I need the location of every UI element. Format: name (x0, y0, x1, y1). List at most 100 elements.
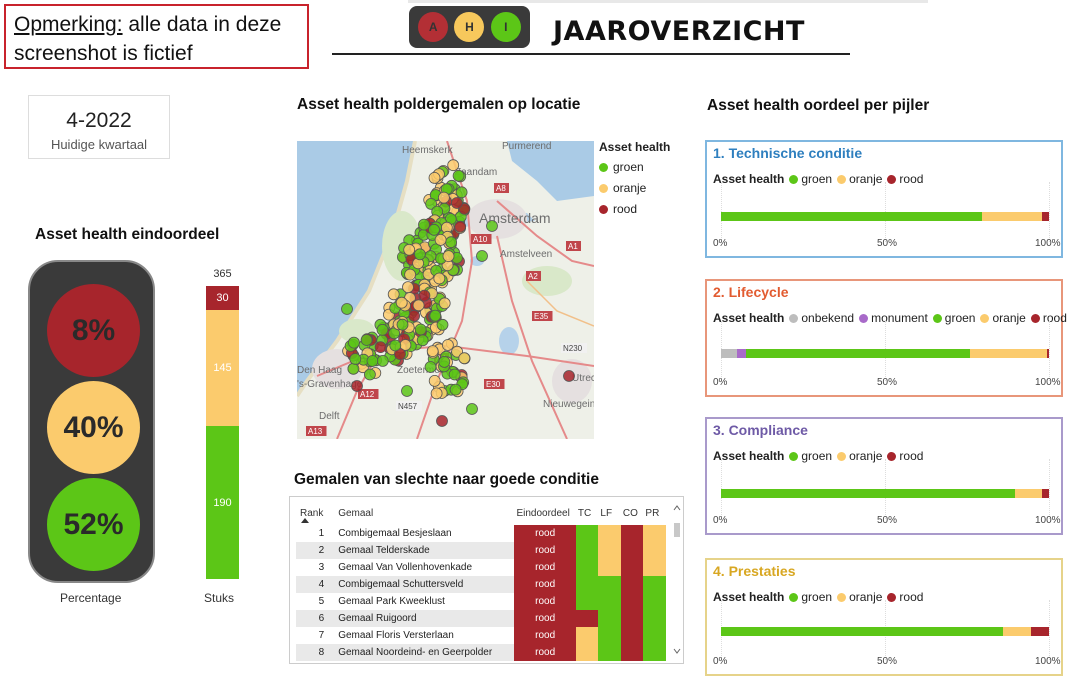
gemaal-map-point[interactable] (374, 341, 387, 354)
gemaal-map-point[interactable] (476, 250, 488, 262)
gemaal-map-point[interactable] (449, 383, 462, 396)
sort-asc-icon[interactable] (301, 518, 309, 524)
gemaal-map-point[interactable] (428, 223, 440, 236)
pillar-bar-segment[interactable] (737, 349, 746, 358)
pillar-bar-segment[interactable] (721, 627, 1004, 636)
gemaal-map-point[interactable] (430, 387, 443, 400)
gemaal-map-point[interactable] (349, 353, 362, 365)
gemaal-map-point[interactable] (364, 368, 376, 381)
gemaal-map-point[interactable] (401, 385, 413, 397)
gemaal-map-point[interactable] (412, 299, 425, 312)
pillar-bar[interactable] (721, 627, 1049, 636)
col-rank[interactable]: Rank (300, 507, 324, 519)
gemaal-map-point[interactable] (436, 415, 448, 427)
pillar-bar-segment[interactable] (1047, 349, 1049, 358)
gemaal-map-point[interactable] (395, 296, 408, 309)
gemaal-map-point[interactable] (452, 169, 465, 182)
pillar-legend-item[interactable]: groen (789, 590, 832, 604)
pillar-legend-item[interactable]: groen (789, 449, 832, 463)
table-row[interactable]: 3 Gemaal Van Vollenhovenkade rood (296, 559, 666, 576)
gemaal-map-point[interactable] (447, 159, 460, 172)
gemaal-map-point[interactable] (389, 339, 402, 352)
col-co[interactable]: CO (622, 507, 638, 519)
gemaal-map-point[interactable] (404, 268, 416, 281)
pillar-panel[interactable]: 2. Lifecycle Asset health onbekend monument… (705, 279, 1067, 397)
gemaal-map-point[interactable] (348, 336, 360, 349)
pillar-panel[interactable]: 3. Compliance Asset health groen oranje rood… (705, 417, 1063, 535)
map-legend-rood[interactable]: rood (599, 202, 670, 216)
eindoordeel-traffic-light[interactable]: 8% 40% 52% (28, 260, 155, 583)
table-row[interactable]: 7 Gemaal Floris Versterlaan rood (296, 627, 666, 644)
gemaal-map-point[interactable] (418, 218, 430, 231)
table-row[interactable]: 6 Gemaal Ruigoord rood (296, 610, 666, 627)
table-scrollbar[interactable] (673, 501, 681, 659)
pillar-legend-item[interactable]: monument (859, 311, 928, 325)
gemaal-map-point[interactable] (448, 368, 461, 381)
gemaal-map-point[interactable] (441, 339, 454, 351)
stuks-stacked-bar[interactable]: 30 145 190 (206, 286, 239, 579)
gemaal-map-point[interactable] (429, 309, 442, 322)
gemaal-map-point[interactable] (360, 334, 373, 346)
pillar-bar[interactable] (721, 349, 1049, 358)
gemaal-map-point[interactable] (408, 309, 420, 322)
gemaal-map-point[interactable] (445, 236, 458, 249)
col-eindoordeel[interactable]: Eindoordeel (516, 507, 570, 519)
table-row[interactable]: 2 Gemaal Telderskade rood (296, 542, 666, 559)
gemaal-map-point[interactable] (376, 354, 389, 367)
gemaal-map-point[interactable] (403, 243, 416, 256)
gemaal-map-point[interactable] (414, 248, 426, 261)
pillar-bar-segment[interactable] (1042, 489, 1049, 498)
pillar-bar-segment[interactable] (970, 349, 1048, 358)
pillar-legend-item[interactable]: oranje (837, 172, 882, 186)
gemaal-map-point[interactable] (418, 289, 431, 302)
gemalen-table[interactable]: Rank Gemaal Eindoordeel TC LF CO PR 1 Com… (289, 496, 684, 664)
gemaal-map-point[interactable] (563, 370, 575, 382)
gemaal-map-point[interactable] (450, 197, 463, 209)
pillar-bar-segment[interactable] (1042, 212, 1049, 221)
gemaal-map-point[interactable] (351, 380, 363, 392)
gemaal-map-point[interactable] (458, 352, 471, 365)
table-row[interactable]: 8 Gemaal Noordeind- en Geerpolder rood (296, 644, 666, 661)
gemaal-map-point[interactable] (433, 272, 446, 285)
pillar-legend-item[interactable]: groen (932, 311, 975, 325)
col-tc[interactable]: TC (577, 507, 592, 519)
col-gemaal[interactable]: Gemaal (338, 507, 374, 519)
gemaal-map-point[interactable] (425, 198, 438, 210)
gemaal-map-point[interactable] (428, 172, 441, 184)
gemaal-map-point[interactable] (387, 288, 400, 301)
gemaal-map-point[interactable] (437, 191, 450, 204)
gemaal-map-point[interactable] (426, 345, 439, 358)
pillar-bar-segment[interactable] (1003, 627, 1031, 636)
pillar-bar[interactable] (721, 489, 1049, 498)
pillar-legend-item[interactable]: rood (1030, 311, 1067, 325)
pillar-legend-item[interactable]: groen (789, 172, 832, 186)
gemaal-map-point[interactable] (402, 281, 414, 294)
pillar-legend-item[interactable]: rood (887, 172, 923, 186)
stuks-segment-oranje[interactable]: 145 (206, 310, 239, 426)
gemaal-map-point[interactable] (454, 220, 467, 233)
pillar-bar-segment[interactable] (745, 349, 971, 358)
gemaal-map-point[interactable] (436, 318, 449, 331)
stuks-segment-groen[interactable]: 190 (206, 426, 239, 579)
pillar-bar-segment[interactable] (1014, 489, 1043, 498)
gemaal-map-point[interactable] (416, 334, 429, 347)
pillar-bar-segment[interactable] (981, 212, 1043, 221)
gemaal-map-point[interactable] (376, 323, 389, 336)
asset-map[interactable]: Heemskerk Purmerend Zaandam Amsterdam Amstel… (297, 141, 594, 439)
gemaal-map-point[interactable] (396, 318, 409, 331)
gemaal-map-point[interactable] (466, 403, 478, 415)
gemaal-map-point[interactable] (347, 362, 360, 375)
pillar-bar-segment[interactable] (1030, 627, 1049, 636)
gemaal-map-point[interactable] (428, 374, 441, 387)
gemaal-map-point[interactable] (434, 234, 447, 246)
gemaal-map-point[interactable] (341, 303, 353, 315)
table-row[interactable]: 1 Combigemaal Besjeslaan rood (296, 525, 666, 542)
pillar-legend-item[interactable]: oranje (837, 590, 882, 604)
gemaal-map-point[interactable] (442, 250, 455, 262)
pillar-legend-item[interactable]: onbekend (789, 311, 854, 325)
gemaal-map-point[interactable] (438, 297, 451, 310)
scroll-thumb[interactable] (674, 523, 680, 537)
pillar-bar-segment[interactable] (721, 212, 982, 221)
pillar-panel[interactable]: 1. Technische conditie Asset health groen o… (705, 140, 1063, 258)
col-lf[interactable]: LF (600, 507, 613, 519)
